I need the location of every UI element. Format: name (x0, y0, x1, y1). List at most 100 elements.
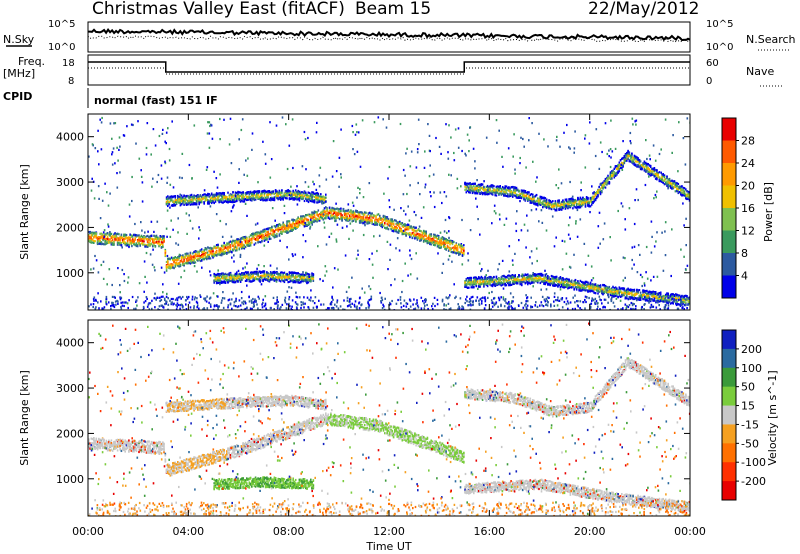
echo-cell (188, 256, 190, 259)
echo-cell (214, 251, 217, 254)
echo-cell (473, 286, 475, 289)
echo-cell (326, 215, 328, 218)
echo-cell (212, 195, 214, 198)
echo-cell (535, 193, 538, 197)
echo-cell (169, 197, 172, 200)
echo-cell (570, 204, 573, 207)
echo-cell (592, 197, 594, 200)
echo-cell (165, 260, 168, 264)
echo-cell (325, 206, 327, 209)
echo-cell (688, 197, 690, 200)
echo-cell (170, 266, 173, 269)
echo-cell (105, 233, 108, 236)
echo-cell (272, 190, 274, 193)
echo-cell (465, 283, 468, 286)
echo-cell (668, 181, 671, 184)
echo-cell (337, 211, 340, 214)
echo-cell (94, 240, 96, 243)
echo-cell (464, 181, 466, 184)
echo-cell (548, 199, 550, 202)
echo-cell (269, 228, 272, 231)
echo-cell (195, 199, 198, 203)
echo-cell (101, 234, 104, 237)
power-data (88, 116, 690, 310)
echo-cell (595, 190, 598, 194)
echo-cell (385, 216, 387, 219)
echo-cell (374, 221, 376, 224)
echo-cell (289, 227, 292, 230)
echo-cell (303, 273, 306, 277)
echo-cell (301, 222, 303, 225)
echo-cell (279, 226, 282, 229)
echo-cell (212, 247, 214, 250)
echo-cell (490, 184, 493, 187)
echo-cell (178, 255, 180, 258)
echo-cell (258, 195, 261, 198)
echo-cell (394, 219, 396, 222)
echo-cell (469, 278, 471, 281)
echo-cell (209, 199, 212, 202)
echo-cell (248, 192, 251, 195)
echo-cell (666, 181, 668, 184)
echo-cell (355, 213, 357, 217)
echo-cell (464, 281, 466, 284)
echo-cell (254, 234, 257, 237)
echo-cell (554, 202, 557, 205)
echo-cell (251, 238, 253, 242)
echo-cell (256, 273, 258, 276)
echo-cell (277, 273, 279, 277)
echo-cell (233, 276, 236, 279)
echo-cell (303, 191, 306, 194)
echo-cell (648, 169, 651, 172)
echo-cell (298, 190, 301, 193)
echo-cell (475, 280, 478, 283)
echo-cell (173, 195, 175, 198)
echo-cell (172, 200, 174, 203)
echo-cell (267, 227, 269, 230)
echo-cell (404, 228, 406, 231)
echo-cell (210, 201, 213, 205)
echo-cell (479, 185, 481, 188)
echo-cell (273, 225, 276, 228)
echo-cell (139, 236, 141, 239)
echo-cell (335, 215, 337, 218)
echo-cell (291, 274, 293, 277)
echo-cell (392, 222, 395, 225)
echo-cell (149, 236, 152, 239)
echo-cell (217, 279, 219, 282)
echo-cell (374, 223, 376, 226)
echo-cell (244, 240, 247, 243)
echo-cell (291, 229, 293, 232)
echo-cell (307, 218, 310, 221)
echo-cell (288, 226, 291, 229)
echo-cell (489, 283, 491, 286)
echo-cell (483, 192, 485, 195)
echo-cell (590, 201, 593, 204)
echo-cell (323, 217, 326, 220)
echo-cell (258, 232, 261, 235)
echo-cell (385, 227, 387, 230)
echo-cell (173, 204, 175, 207)
echo-cell (284, 194, 287, 197)
echo-cell (264, 229, 267, 232)
echo-cell (422, 231, 425, 234)
echo-cell (135, 243, 138, 246)
echo-cell (567, 204, 569, 208)
echo-cell (224, 244, 227, 247)
echo-cell (248, 279, 251, 282)
echo-cell (259, 198, 262, 201)
echo-cell (401, 222, 404, 225)
echo-cell (229, 194, 232, 197)
echo-cell (560, 203, 563, 206)
echo-cell (358, 214, 361, 217)
echo-cell (308, 213, 311, 216)
echo-cell (145, 238, 148, 241)
nsky-right-tick-top: 10^5 (706, 19, 733, 30)
echo-cell (480, 183, 483, 186)
echo-cell (312, 192, 315, 195)
echo-cell (219, 281, 222, 284)
echo-cell (335, 213, 337, 216)
echo-cell (238, 195, 241, 199)
echo-cell (529, 197, 532, 200)
echo-cell (293, 276, 296, 279)
